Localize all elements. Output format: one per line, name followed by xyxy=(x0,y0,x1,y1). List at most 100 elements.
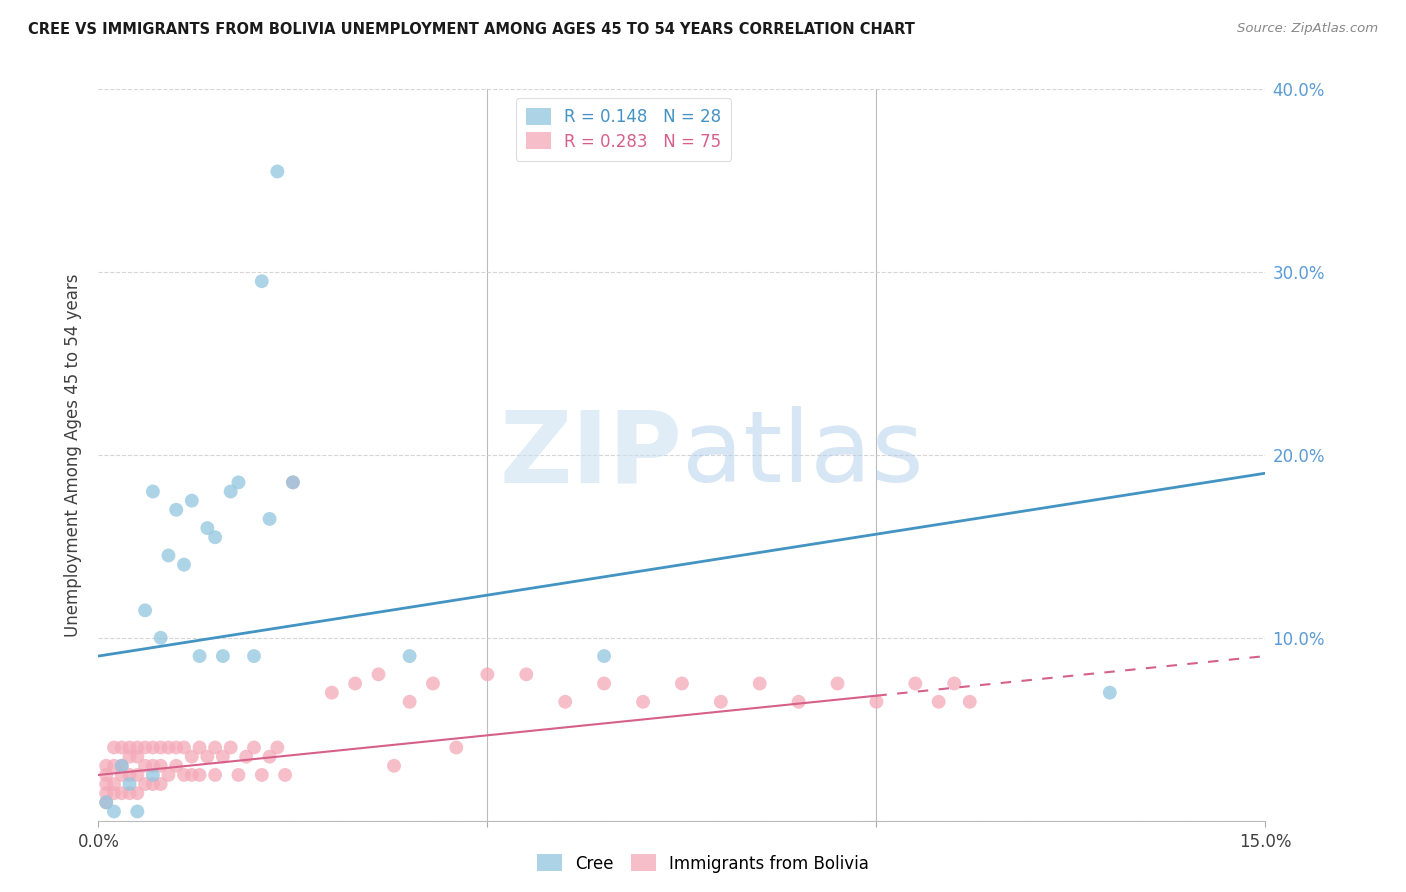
Point xyxy=(827,676,849,690)
Point xyxy=(142,740,165,755)
Point xyxy=(344,676,367,690)
Point xyxy=(173,740,195,755)
Point xyxy=(446,740,468,755)
Point xyxy=(96,796,118,810)
Point xyxy=(127,768,149,782)
Point xyxy=(96,777,118,791)
Point xyxy=(235,749,257,764)
Point xyxy=(180,768,202,782)
Point xyxy=(111,758,134,772)
Point xyxy=(212,749,235,764)
Point xyxy=(266,164,288,178)
Point xyxy=(865,695,887,709)
Point xyxy=(250,768,273,782)
Point xyxy=(134,777,156,791)
Point xyxy=(204,740,226,755)
Point xyxy=(118,777,141,791)
Point xyxy=(398,695,420,709)
Point xyxy=(554,695,576,709)
Point xyxy=(96,796,118,810)
Point xyxy=(204,768,226,782)
Point xyxy=(142,768,165,782)
Point xyxy=(142,484,165,499)
Point xyxy=(127,740,149,755)
Point xyxy=(173,768,195,782)
Point xyxy=(165,740,187,755)
Point xyxy=(149,777,172,791)
Point xyxy=(103,786,125,800)
Point xyxy=(127,805,149,819)
Point xyxy=(111,768,134,782)
Point xyxy=(157,740,180,755)
Point xyxy=(593,676,616,690)
Point xyxy=(149,740,172,755)
Point xyxy=(103,740,125,755)
Point xyxy=(111,786,134,800)
Point xyxy=(134,758,156,772)
Point xyxy=(180,749,202,764)
Point xyxy=(142,777,165,791)
Point xyxy=(195,749,218,764)
Point xyxy=(142,758,165,772)
Point xyxy=(127,786,149,800)
Point xyxy=(204,530,226,544)
Point xyxy=(266,740,288,755)
Text: ZIP: ZIP xyxy=(499,407,682,503)
Point xyxy=(367,667,389,681)
Point xyxy=(127,749,149,764)
Point xyxy=(219,740,242,755)
Point xyxy=(118,740,141,755)
Point xyxy=(96,768,118,782)
Point xyxy=(274,768,297,782)
Text: CREE VS IMMIGRANTS FROM BOLIVIA UNEMPLOYMENT AMONG AGES 45 TO 54 YEARS CORRELATI: CREE VS IMMIGRANTS FROM BOLIVIA UNEMPLOY… xyxy=(28,22,915,37)
Point xyxy=(243,649,266,664)
Y-axis label: Unemployment Among Ages 45 to 54 years: Unemployment Among Ages 45 to 54 years xyxy=(65,273,83,637)
Point xyxy=(748,676,770,690)
Point xyxy=(188,740,211,755)
Point xyxy=(118,768,141,782)
Point xyxy=(195,521,218,535)
Point xyxy=(259,512,281,526)
Point xyxy=(398,649,420,664)
Point xyxy=(228,475,250,490)
Point xyxy=(219,484,242,499)
Point xyxy=(671,676,693,690)
Point xyxy=(631,695,654,709)
Point xyxy=(103,777,125,791)
Point xyxy=(671,128,693,142)
Point xyxy=(281,475,304,490)
Point xyxy=(787,695,810,709)
Point xyxy=(212,649,235,664)
Point xyxy=(96,786,118,800)
Point xyxy=(281,475,304,490)
Point xyxy=(382,758,405,772)
Point xyxy=(477,667,499,681)
Point xyxy=(149,631,172,645)
Point xyxy=(165,502,187,516)
Point xyxy=(1098,685,1121,699)
Point xyxy=(593,649,616,664)
Point xyxy=(118,749,141,764)
Point xyxy=(180,493,202,508)
Point xyxy=(188,768,211,782)
Point xyxy=(422,676,444,690)
Point xyxy=(228,768,250,782)
Point xyxy=(111,740,134,755)
Point xyxy=(943,676,966,690)
Point xyxy=(134,603,156,617)
Legend: Cree, Immigrants from Bolivia: Cree, Immigrants from Bolivia xyxy=(530,847,876,880)
Point xyxy=(103,805,125,819)
Point xyxy=(321,685,343,699)
Text: atlas: atlas xyxy=(682,407,924,503)
Point xyxy=(103,758,125,772)
Point xyxy=(134,740,156,755)
Point xyxy=(904,676,927,690)
Point xyxy=(157,768,180,782)
Point xyxy=(515,667,537,681)
Point xyxy=(157,549,180,563)
Point xyxy=(188,649,211,664)
Point xyxy=(710,695,733,709)
Point xyxy=(243,740,266,755)
Point xyxy=(111,758,134,772)
Point xyxy=(250,274,273,288)
